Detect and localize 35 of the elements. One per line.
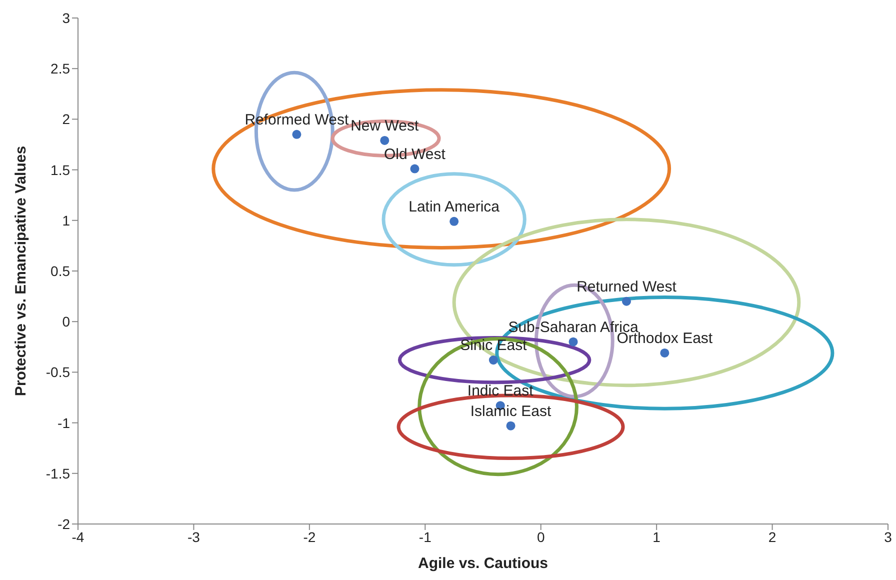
- point: [568, 337, 578, 346]
- y-axis-title: Protective vs. Emancipative Values: [12, 146, 30, 396]
- annotation: Old West: [384, 146, 446, 163]
- annotation: Islamic East: [470, 402, 552, 420]
- y-tick-label: -2: [58, 516, 70, 532]
- x-tick-label: 2: [768, 528, 776, 545]
- y-tick-label: -1: [58, 414, 70, 431]
- point: [292, 130, 302, 139]
- point: [380, 136, 390, 145]
- x-tick-label: -1: [418, 528, 432, 545]
- y-tick-label: 1: [62, 212, 70, 228]
- x-tick-label: -2: [303, 528, 316, 545]
- y-tick-label: 2: [62, 111, 70, 128]
- annotation: New West: [350, 117, 420, 134]
- y-tick-label: -0.5: [46, 364, 70, 380]
- y-tick-label: 0.5: [50, 262, 70, 279]
- y-tick-label: -1.5: [46, 465, 70, 482]
- y-tick-label: 1.5: [50, 162, 70, 178]
- y-tick-label: 3: [62, 10, 70, 26]
- point: [488, 356, 498, 365]
- x-tick-label: 1: [652, 528, 661, 545]
- x-axis-title: Agile vs. Cautious: [418, 555, 548, 572]
- x-tick-label: -4: [72, 528, 84, 545]
- point: [410, 164, 420, 174]
- y-tick-label: 0: [62, 314, 70, 330]
- point: [506, 421, 516, 430]
- point: [450, 216, 459, 226]
- y-tick-label: 2.5: [50, 60, 70, 77]
- x-tick-label: -3: [187, 528, 200, 545]
- point: [622, 296, 631, 306]
- x-tick-label: 3: [884, 528, 892, 545]
- x-tick-label: 0: [536, 528, 545, 545]
- annotation: Returned West: [576, 278, 678, 296]
- point: [660, 348, 670, 358]
- annotation: Latin America: [408, 198, 500, 216]
